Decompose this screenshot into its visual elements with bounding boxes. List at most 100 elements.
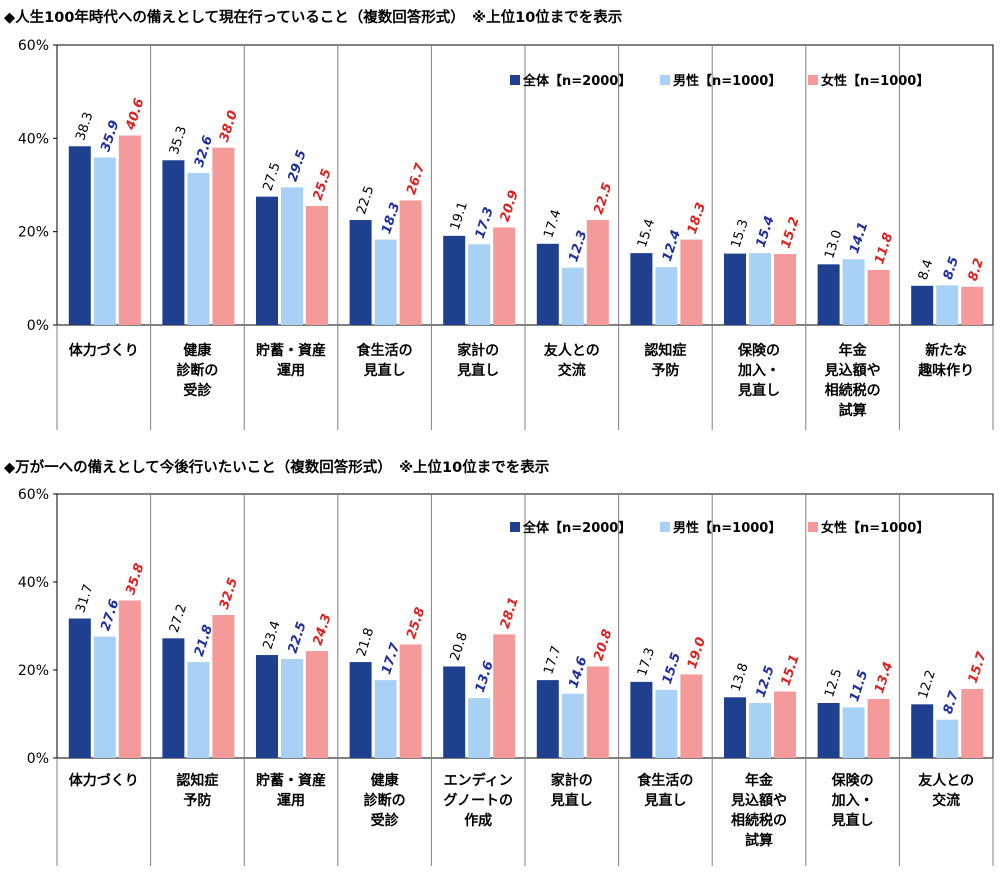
bar — [680, 674, 703, 758]
bar — [724, 253, 746, 325]
bar — [187, 172, 210, 325]
bar — [68, 618, 91, 758]
category-label: 認知症 — [176, 772, 218, 789]
bar — [561, 267, 584, 325]
bar — [936, 719, 959, 758]
bar — [162, 160, 185, 325]
bar — [817, 264, 840, 325]
category-label: 交流 — [932, 792, 960, 809]
bar — [399, 200, 422, 325]
y-tick-label: 40% — [18, 575, 49, 591]
category-label: 見直し — [550, 792, 593, 809]
category-label: 見直し — [831, 812, 874, 829]
data-label: 20.9 — [498, 189, 522, 224]
data-label: 11.8 — [872, 231, 896, 266]
category-label: 見込額や — [824, 362, 881, 379]
bar — [911, 704, 934, 758]
data-label: 8.5 — [941, 255, 962, 282]
bar — [443, 235, 466, 325]
data-label: 15.7 — [966, 649, 990, 685]
category-label: 貯蓄・資産 — [256, 772, 326, 789]
data-label: 35.8 — [123, 562, 147, 597]
bar — [256, 196, 278, 325]
bar — [936, 285, 959, 325]
data-label: 8.2 — [966, 256, 987, 283]
bar — [118, 135, 141, 325]
category-label: 見込額や — [730, 792, 787, 809]
category-label: 認知症 — [644, 342, 686, 359]
category-label: 趣味作り — [917, 362, 974, 379]
category-label: 診断の — [364, 792, 406, 809]
bar — [468, 698, 491, 758]
bar — [630, 253, 653, 325]
data-label: 27.5 — [261, 161, 284, 193]
data-label: 25.8 — [404, 606, 428, 641]
data-label: 40.6 — [123, 97, 147, 133]
legend-label: 全体【n=2000】 — [522, 73, 631, 89]
category-label: 家計の — [457, 342, 499, 359]
legend-label: 女性【n=1000】 — [821, 520, 929, 536]
category-label: 加入・ — [737, 363, 780, 379]
legend-label: 女性【n=1000】 — [821, 73, 929, 89]
data-label: 22.5 — [354, 184, 377, 216]
bar — [724, 697, 746, 758]
data-label: 15.1 — [779, 653, 803, 688]
data-label: 26.7 — [404, 161, 428, 197]
y-tick-label: 40% — [18, 131, 49, 147]
category-label: 試算 — [839, 402, 867, 419]
bar — [561, 693, 584, 758]
bar — [68, 146, 91, 325]
data-label: 25.5 — [311, 167, 335, 202]
bar — [93, 157, 116, 325]
category-label: 貯蓄・資産 — [256, 342, 326, 359]
chart-1: ◆人生100年時代への備えとして現在行っていること（複数回答形式） ※上位10位… — [4, 8, 994, 430]
bar — [493, 227, 516, 325]
data-label: 19.1 — [448, 200, 471, 232]
data-label: 38.0 — [217, 109, 241, 144]
y-tick-label: 60% — [18, 38, 49, 54]
data-label: 13.4 — [872, 660, 896, 695]
legend-swatch — [510, 522, 520, 532]
bar — [468, 244, 491, 325]
category-label: 運用 — [277, 793, 305, 809]
bar — [867, 269, 890, 325]
data-label: 8.7 — [941, 689, 963, 716]
chart-title: ◆人生100年時代への備えとして現在行っていること（複数回答形式） ※上位10位… — [4, 8, 622, 26]
category-label: 体力づくり — [69, 342, 139, 359]
bar — [306, 206, 328, 325]
category-label: 運用 — [277, 363, 305, 379]
data-label: 15.4 — [635, 217, 658, 249]
bar — [842, 707, 865, 758]
bar — [162, 638, 185, 758]
data-label: 12.5 — [822, 667, 845, 699]
chart-2: ◆万が一への備えとして今後行いたいこと（複数回答形式） ※上位10位までを表示 0… — [4, 458, 994, 866]
legend-swatch — [660, 522, 670, 532]
bar — [586, 666, 609, 758]
bar — [680, 239, 703, 325]
category-label: 見直し — [363, 362, 406, 379]
data-label: 17.7 — [541, 644, 564, 676]
category-label: 食生活の — [637, 772, 693, 789]
category-label: グノートの — [443, 792, 513, 809]
bar — [655, 267, 678, 325]
bar — [493, 634, 516, 758]
category-label: 友人との — [544, 342, 600, 359]
bar — [93, 636, 116, 758]
data-label: 20.8 — [448, 631, 471, 663]
category-label: 体力づくり — [69, 772, 139, 789]
bar — [536, 243, 559, 325]
category-label: 年金 — [745, 772, 774, 789]
data-label: 29.5 — [286, 148, 310, 183]
bar — [349, 662, 372, 758]
legend-label: 全体【n=2000】 — [522, 520, 631, 536]
data-label: 24.3 — [311, 612, 335, 647]
bar — [212, 615, 235, 758]
data-label: 27.2 — [167, 602, 190, 634]
legend-label: 男性【n=1000】 — [673, 520, 781, 536]
bar — [306, 651, 328, 758]
data-label: 11.5 — [847, 668, 871, 703]
data-label: 23.4 — [261, 619, 284, 651]
bar — [749, 253, 771, 325]
bar — [212, 147, 235, 325]
data-label: 14.1 — [847, 220, 871, 255]
